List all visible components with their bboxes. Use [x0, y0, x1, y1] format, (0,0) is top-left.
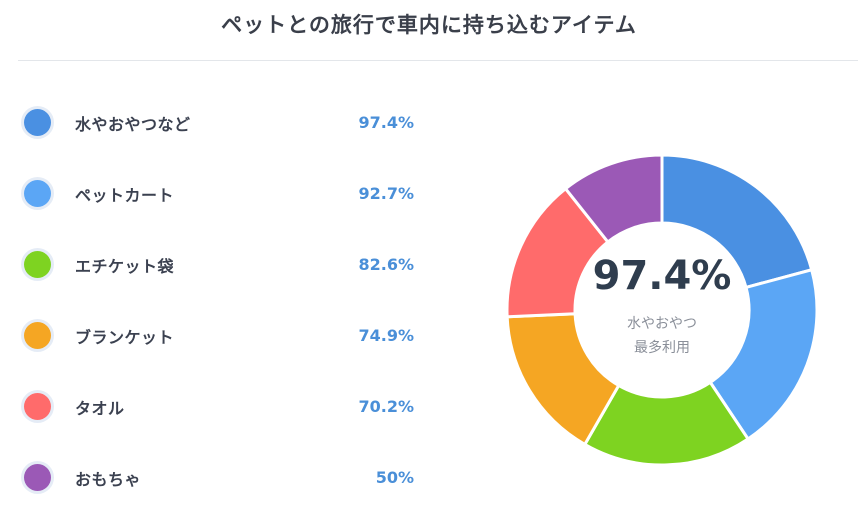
legend-swatch-5: [24, 464, 51, 491]
legend-swatch-0: [24, 109, 51, 136]
legend-swatch-2: [24, 251, 51, 278]
legend-swatch-3: [24, 322, 51, 349]
legend-label-3: ブランケット: [75, 327, 175, 347]
legend-value-4: 70.2%: [358, 397, 414, 416]
legend-item-3: ブランケット 74.9%: [24, 300, 414, 371]
donut-slice-1: [708, 267, 819, 442]
legend-item-4: タオル 70.2%: [24, 371, 414, 442]
center-caption-line1: 水やおやつ: [627, 316, 697, 332]
legend-value-1: 92.7%: [358, 184, 414, 203]
legend-label-4: タオル: [75, 398, 125, 418]
legend: 水やおやつなど 97.4% ペットカート 92.7% エチケット袋 82.6% …: [24, 87, 414, 513]
legend-swatch-4: [24, 393, 51, 420]
legend-item-2: エチケット袋 82.6%: [24, 229, 414, 300]
legend-value-5: 50%: [375, 468, 414, 487]
legend-item-5: おもちゃ 50%: [24, 442, 414, 513]
donut-slices: [505, 153, 819, 467]
legend-value-0: 97.4%: [358, 113, 414, 132]
title-divider: [18, 60, 858, 61]
center-value: 97.4%: [592, 253, 732, 299]
legend-label-5: おもちゃ: [75, 469, 142, 489]
legend-value-3: 74.9%: [358, 326, 414, 345]
legend-item-0: 水やおやつなど 97.4%: [24, 87, 414, 158]
donut-slice-0: [660, 153, 814, 290]
donut-slice-5: [563, 153, 664, 244]
legend-item-1: ペットカート 92.7%: [24, 158, 414, 229]
legend-value-2: 82.6%: [358, 255, 414, 274]
chart-title: ペットとの旅行で車内に持ち込むアイテム: [221, 13, 637, 37]
legend-label-1: ペットカート: [75, 185, 175, 205]
center-caption-line2: 最多利用: [634, 340, 690, 356]
legend-label-0: 水やおやつなど: [75, 114, 191, 134]
legend-label-2: エチケット袋: [75, 256, 175, 276]
legend-swatch-1: [24, 180, 51, 207]
